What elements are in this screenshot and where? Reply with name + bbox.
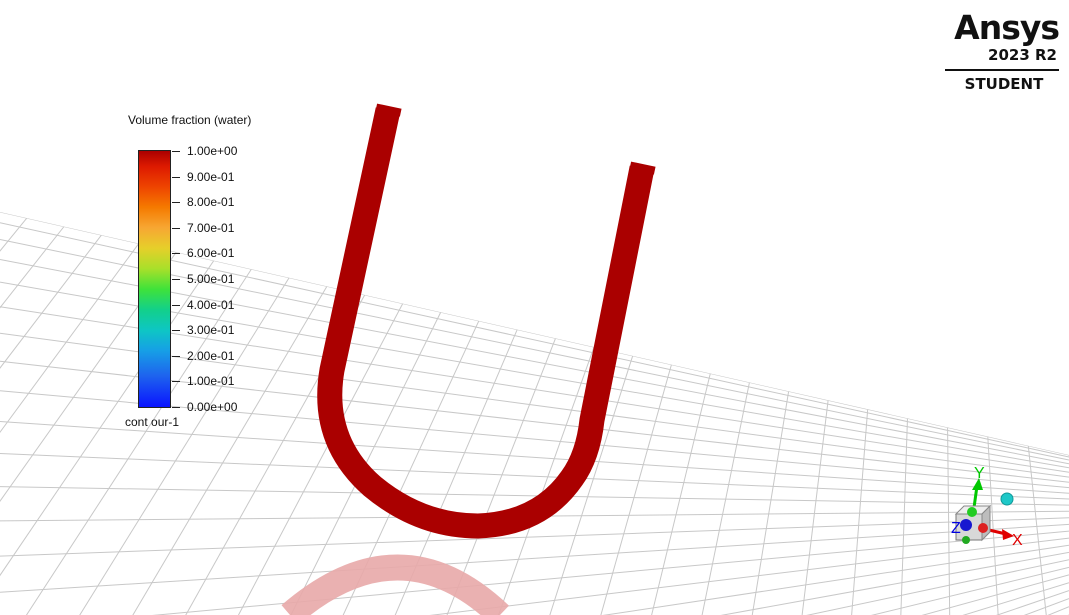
grid-line — [0, 222, 1069, 458]
pipe-end-left — [375, 103, 402, 117]
axis-triad[interactable]: Y X Z — [951, 465, 1023, 549]
legend-tick-label: 8.00e-01 — [187, 195, 235, 209]
x-axis-ball — [978, 523, 988, 533]
legend-tick — [172, 305, 180, 306]
grid-line — [600, 336, 680, 615]
contour-name: cont our-1 — [125, 415, 180, 429]
grid-line — [237, 286, 413, 615]
legend-tick — [172, 253, 180, 254]
legend-tick — [172, 330, 180, 331]
grid-line — [152, 530, 1069, 615]
grid-line — [0, 239, 1069, 461]
grid-line — [651, 343, 719, 615]
grid-line — [342, 300, 489, 615]
z-axis-ball — [960, 519, 972, 531]
legend-tick — [172, 202, 180, 203]
grid-line — [720, 551, 1069, 615]
legend-tick — [172, 279, 180, 280]
grid-line — [79, 264, 298, 615]
grid-line — [0, 228, 107, 369]
grid-line — [801, 364, 833, 615]
grid-line — [0, 259, 1069, 465]
legend-tick-label: 5.00e-01 — [187, 272, 235, 286]
pipe-reflection — [281, 554, 509, 615]
legend-tick — [172, 407, 180, 408]
grid-line — [602, 544, 1069, 615]
logo-divider — [945, 69, 1059, 71]
grid-line — [751, 357, 795, 615]
legend-tick — [172, 356, 180, 357]
legend-tick-label: 1.00e-01 — [187, 374, 235, 388]
grid-line — [132, 271, 336, 615]
legend-title: Volume fraction (water) — [128, 113, 252, 127]
grid-line — [0, 236, 145, 434]
grid-line — [0, 486, 1069, 506]
sky-mask — [0, 0, 1069, 455]
logo-edition: STUDENT — [964, 75, 1044, 93]
u-tube-pipe[interactable] — [317, 107, 655, 539]
isometric-view-ball[interactable] — [1000, 492, 1014, 506]
pipe-end-right — [629, 161, 656, 175]
grid-line — [0, 517, 1069, 557]
grid-line — [984, 393, 999, 615]
grid-line — [0, 306, 1069, 473]
grid-line — [0, 453, 1069, 500]
y-axis-arrowhead — [972, 478, 983, 490]
grid-line — [851, 372, 872, 615]
grid-line — [394, 307, 527, 615]
legend-tick — [172, 151, 180, 152]
grid-line — [0, 421, 1069, 494]
grid-line — [0, 332, 1069, 478]
x-axis-arrowhead — [1002, 529, 1014, 540]
grid-line — [1023, 400, 1047, 615]
legend-tick-label: 1.00e+00 — [187, 144, 238, 158]
grid-line — [701, 350, 757, 615]
grid-line — [806, 559, 1069, 615]
legend-tick-label: 2.00e-01 — [187, 349, 235, 363]
grid-line — [0, 390, 1069, 489]
grid-line — [0, 523, 1069, 593]
ansys-logo: Ansys 2023 R2 STUDENT — [941, 8, 1060, 93]
grid-line — [900, 379, 910, 615]
grid-line — [25, 257, 260, 615]
grid-line — [446, 314, 566, 615]
z-axis-label: Z — [951, 520, 961, 537]
legend-tick — [172, 381, 180, 382]
logo-version: 2023 R2 — [988, 46, 1057, 64]
colormap-bar — [138, 150, 171, 408]
legend-tick-label: 6.00e-01 — [187, 246, 235, 260]
legend-tick-label: 4.00e-01 — [187, 298, 235, 312]
origin-ball — [962, 536, 970, 544]
legend-tick — [172, 177, 180, 178]
grid-line — [946, 386, 951, 615]
grid-line — [429, 537, 1069, 615]
grid-line — [1047, 606, 1069, 615]
grid-line — [921, 574, 1069, 615]
grid-line — [870, 566, 1069, 615]
y-axis-ball — [967, 507, 977, 517]
legend-tick-label: 7.00e-01 — [187, 221, 235, 235]
logo-brand: Ansys — [954, 8, 1060, 47]
triad-cube — [955, 513, 983, 541]
legend-tick-label: 0.00e+00 — [187, 400, 238, 414]
grid-line — [0, 243, 183, 502]
legend-tick — [172, 228, 180, 229]
x-axis-label: X — [1012, 532, 1023, 549]
legend-tick-label: 9.00e-01 — [187, 170, 235, 184]
legend-tick-label: 3.00e-01 — [187, 323, 235, 337]
grid-line — [962, 582, 1069, 615]
grid-line — [185, 278, 374, 615]
y-axis-label: Y — [974, 465, 985, 482]
